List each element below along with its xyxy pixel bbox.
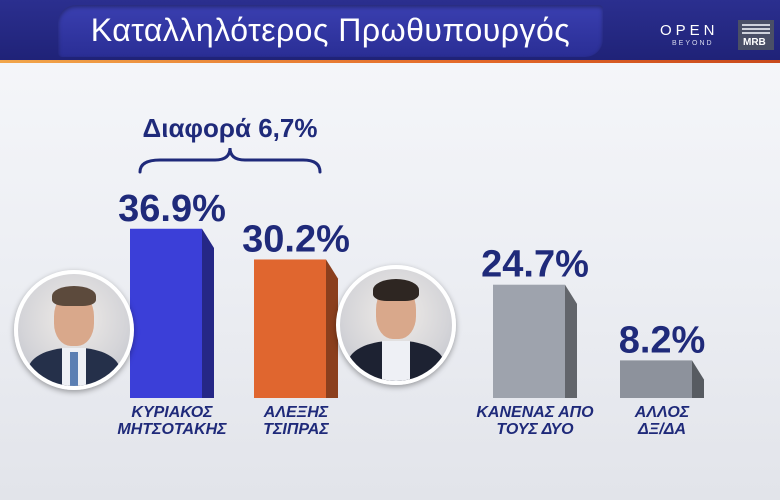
open-logo: OPEN	[660, 22, 719, 39]
mrb-logo-icon	[742, 24, 770, 34]
mrb-logo-text: MRB	[743, 37, 766, 48]
portrait-mitsotakis-icon	[14, 270, 134, 390]
difference-label: Διαφορά 6,7%	[142, 113, 318, 143]
bar-4-front	[620, 360, 692, 398]
chart-title: Καταλληλότερος Πρωθυπουργός	[90, 12, 571, 48]
bar-2-front	[254, 259, 326, 398]
bar-4-value-label: 8.2%	[619, 319, 706, 361]
bar-4	[620, 360, 704, 398]
bar-4-category-label-line-1: ΑΛΛΟΣ	[634, 404, 690, 421]
bar-3-front	[493, 284, 565, 398]
header-accent-line	[0, 60, 780, 63]
bar-3-category-label-line-1: ΚΑΝΕΝΑΣ ΑΠΟ	[476, 404, 594, 421]
open-beyond-logo: BEYOND	[672, 40, 714, 47]
bar-2	[254, 259, 338, 398]
bar-2-category-label-line-2: ΤΣΙΠΡΑΣ	[263, 421, 329, 438]
header-bar: Καταλληλότερος Πρωθυπουργός OPEN BEYOND …	[0, 0, 780, 62]
bar-1-category-label-line-1: ΚΥΡΙΑΚΟΣ	[131, 404, 213, 421]
bar-4-category-label-line-2: ΔΞ/ΔΑ	[637, 421, 686, 438]
difference-brace	[138, 147, 322, 174]
bar-3-category-label-line-2: ΤΟΥΣ ΔΥΟ	[496, 421, 574, 438]
bar-3-side	[565, 284, 577, 398]
bar-2-category-label-line-1: ΑΛΕΞΗΣ	[263, 404, 329, 421]
bar-3-value-label: 24.7%	[481, 244, 589, 286]
bar-1-value-label: 36.9%	[118, 188, 226, 230]
portrait-tsipras-icon	[336, 265, 456, 385]
mrb-logo: MRB	[738, 20, 774, 50]
bar-1	[130, 228, 214, 398]
bar-2-value-label: 30.2%	[242, 218, 350, 260]
bar-1-side	[202, 228, 214, 398]
title-tab: Καταλληλότερος Πρωθυπουργός	[58, 5, 603, 57]
bar-1-category-label-line-2: ΜΗΤΣΟΤΑΚΗΣ	[117, 421, 227, 438]
bar-2-side	[326, 259, 338, 398]
bar-1-front	[130, 228, 202, 398]
bar-3	[493, 284, 577, 398]
bar-4-side	[692, 360, 704, 398]
